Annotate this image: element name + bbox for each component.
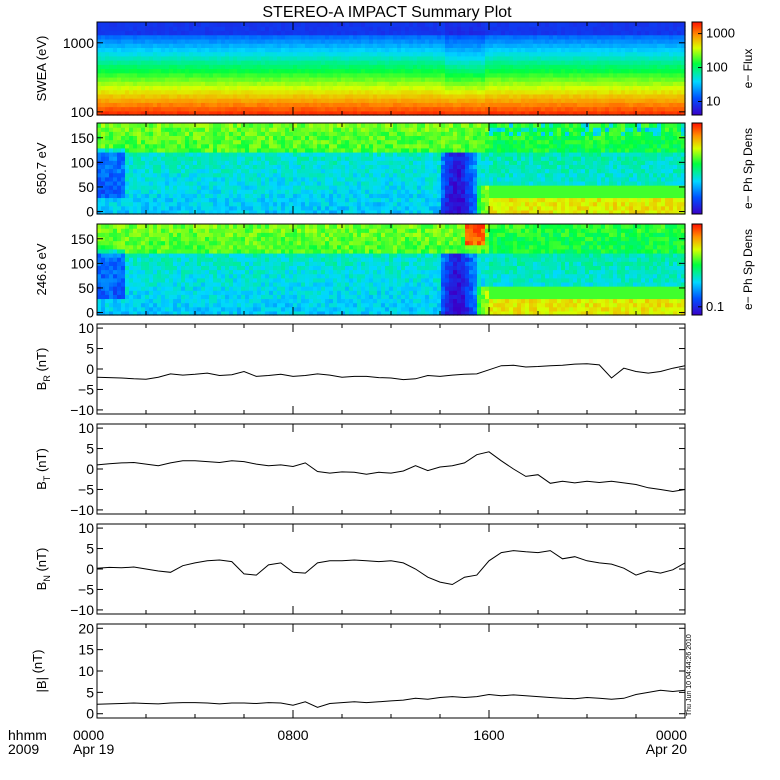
x-tick-time-label: 0000: [656, 727, 687, 743]
y-tick-label: 0: [86, 361, 94, 377]
y-tick-label: 10: [78, 520, 94, 536]
colorbar-pad650: e− Ph Sp Dens: [691, 122, 755, 215]
y-tick-label: 5: [86, 341, 94, 357]
y-tick-label: 50: [78, 179, 94, 195]
series-line-bt: [96, 451, 686, 493]
y-label-unit: (nT): [34, 448, 49, 475]
x-axis-row1-label: hhmm: [8, 727, 47, 743]
y-axis-label: BN (nT): [34, 548, 52, 591]
y-tick-label: 5: [86, 684, 94, 700]
panel-bn: −10 −5 0 5 10 BN (nT): [34, 520, 686, 618]
colorbar-strip: [691, 21, 703, 116]
colorbar-label: e− Flux: [741, 49, 755, 89]
y-axis-label: 246.6 eV: [34, 243, 49, 295]
y-tick-label: 10: [78, 420, 94, 436]
y-label-sub: T: [42, 475, 52, 481]
panel-frame: [96, 423, 686, 515]
colorbar-label: e− Ph Sp Dens: [741, 229, 755, 310]
colorbar-strip: [691, 223, 703, 316]
y-tick-label: 15: [78, 642, 94, 658]
y-tick-label: −5: [78, 581, 94, 597]
y-tick-label: −10: [70, 502, 94, 518]
y-tick-label: −5: [78, 481, 94, 497]
x-tick-date-label: Apr 19: [73, 741, 114, 757]
colorbar-tick-label: 10: [706, 93, 720, 108]
panel-swea: 10 100 1000 e− Flux 100 1000 SWEA (eV): [34, 21, 755, 120]
y-label-sub: N: [42, 575, 52, 582]
panel-br: −10 −5 0 5 10 BR (nT): [34, 320, 686, 418]
colorbar-strip: [691, 122, 703, 215]
colorbar-tick-label: 100: [706, 60, 728, 75]
series-line-br: [96, 363, 686, 381]
y-axis-label: BT (nT): [34, 448, 52, 490]
y-tick-label: 150: [71, 231, 95, 247]
x-tick-time-label: 0800: [277, 727, 308, 743]
y-tick-label: 100: [71, 154, 95, 170]
y-label-unit: (nT): [34, 348, 49, 375]
panel-bt: −10 −5 0 5 10 BT (nT): [34, 420, 686, 518]
y-tick-label: −10: [70, 602, 94, 618]
colorbar-swea: 10 100 1000 e− Flux: [691, 21, 755, 116]
colorbar-pad246: 0.1 e− Ph Sp Dens: [691, 223, 755, 316]
y-tick-label: 0: [86, 204, 94, 220]
y-axis-label: |B| (nT): [30, 650, 49, 693]
heatmap-pad650: [97, 123, 686, 215]
panel-pad246: 0.1 e− Ph Sp Dens 0 50 100 150 246.6 eV: [34, 223, 755, 321]
y-tick-label: 10: [78, 320, 94, 336]
y-tick-label: 5: [86, 441, 94, 457]
timestamp-label: Thu Jun 10 04:44:26 2010: [686, 634, 693, 716]
y-tick-label: −10: [70, 402, 94, 418]
x-tick-time-label: 0000: [73, 727, 104, 743]
x-tick-date-label: Apr 20: [646, 741, 687, 757]
y-tick-label: 50: [78, 280, 94, 296]
y-tick-label: 1000: [63, 35, 94, 51]
y-axis-label: SWEA (eV): [34, 36, 49, 102]
y-axis-label: 650.7 eV: [34, 142, 49, 194]
y-tick-label: 0: [86, 561, 94, 577]
panel-frame: [96, 323, 686, 415]
heatmap-pad246: [97, 224, 686, 316]
x-tick-time-label: 1600: [473, 727, 504, 743]
y-label-main: |B|: [34, 677, 49, 692]
y-label-sub: R: [42, 375, 52, 382]
y-tick-label: 20: [78, 620, 94, 636]
y-tick-label: −5: [78, 381, 94, 397]
y-tick-label: 0: [86, 706, 94, 722]
y-tick-label: 100: [71, 255, 95, 271]
panel-frame: [96, 623, 686, 719]
heatmap-swea: [97, 22, 686, 116]
colorbar-tick-label: 0.1: [706, 299, 724, 314]
y-tick-label: 0: [86, 461, 94, 477]
y-label-main: B: [34, 382, 49, 391]
y-label-unit: (nT): [34, 548, 49, 575]
y-label-main: B: [34, 481, 49, 490]
x-axis-row2-label: 2009: [8, 741, 39, 757]
y-tick-label: 10: [78, 663, 94, 679]
y-tick-label: 150: [71, 130, 95, 146]
chart-title: STEREO-A IMPACT Summary Plot: [262, 4, 512, 21]
y-tick-label: 100: [71, 104, 95, 120]
colorbar-label: e− Ph Sp Dens: [741, 128, 755, 209]
series-line-bmag: [96, 689, 686, 708]
y-tick-label: 5: [86, 541, 94, 557]
y-label-main: B: [34, 582, 49, 591]
colorbar-tick-label: 1000: [706, 26, 735, 41]
y-axis-label: BR (nT): [34, 348, 52, 391]
panel-frame: [96, 523, 686, 615]
y-label-unit: (nT): [30, 650, 45, 677]
panel-pad650: e− Ph Sp Dens 0 50 100 150 650.7 eV: [34, 122, 755, 220]
series-line-bn: [96, 550, 686, 586]
y-tick-label: 0: [86, 305, 94, 321]
panel-bmag: 0 5 10 15 20 |B| (nT): [30, 620, 686, 722]
